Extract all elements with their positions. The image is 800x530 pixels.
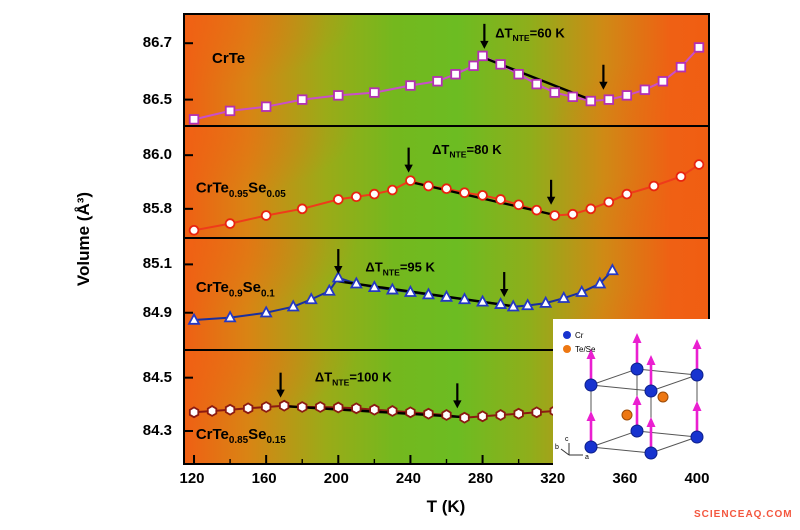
x-tick-label: 320: [540, 470, 566, 487]
crystal-structure-inset: Cr Te/Se: [553, 319, 710, 465]
y-tick-label: 86.0: [142, 146, 172, 164]
x-tick-label: 280: [468, 470, 494, 487]
crystal-structure-drawing: Cr Te/Se: [555, 331, 704, 461]
y-tick-label: 84.5: [142, 368, 172, 386]
data-points: [187, 263, 619, 325]
data-points: [188, 399, 560, 424]
data-points: [188, 42, 705, 125]
x-tick-label: 160: [251, 470, 277, 487]
legend-tese-icon: [563, 345, 571, 353]
y-axis-label: Volume (Å³): [74, 191, 93, 287]
spin-arrows: [586, 333, 702, 447]
delta-tnte-label: ΔTNTE=60 K: [495, 26, 565, 44]
x-tick-labels: 120 160 200 240 280 320 360 400: [179, 470, 710, 490]
axis-a-label: a: [585, 454, 589, 461]
y-tick-label: 84.3: [142, 422, 172, 439]
delta-tnte-label: ΔTNTE=80 K: [432, 142, 502, 160]
x-tick-label: 360: [612, 470, 638, 487]
watermark: SCIENCEAQ.COM: [694, 509, 793, 520]
panel-CrTe: ΔTNTE=60 K CrTe: [185, 15, 708, 127]
delta-tnte-label: ΔTNTE=100 K: [315, 370, 392, 388]
delta-tnte-label: ΔTNTE=95 K: [365, 260, 435, 278]
y-tick-label: 84.9: [142, 303, 172, 321]
cr-atoms: [584, 362, 704, 460]
legend-cr-label: Cr: [575, 331, 584, 340]
y-tick-label: 86.7: [142, 34, 172, 52]
x-tick-label: 240: [395, 470, 421, 487]
y-tick-labels: 86.7 86.5 86.0 85.8 85.1 84.9 84.5 84.3: [118, 0, 178, 465]
x-tick-label: 400: [684, 470, 710, 487]
nte-boundary-arrows: [480, 23, 608, 90]
legend-cr-icon: [563, 331, 571, 339]
y-tick-label: 86.5: [142, 90, 172, 108]
x-tick-label: 200: [323, 470, 349, 487]
axis-triad: [560, 443, 583, 456]
x-tick-label: 120: [179, 470, 205, 487]
tese-atoms: [621, 391, 669, 421]
nte-boundary-arrows: [334, 249, 509, 298]
compound-label: CrTe0.85Se0.15: [196, 426, 286, 446]
axis-c-label: c: [565, 436, 569, 443]
y-tick-label: 85.1: [142, 255, 172, 273]
legend-tese-label: Te/Se: [575, 345, 596, 354]
nte-boundary-arrows: [404, 147, 556, 205]
compound-label: CrTe: [212, 50, 245, 67]
compound-label: CrTe0.95Se0.05: [196, 180, 286, 200]
x-axis-label: T (K): [426, 497, 466, 516]
axis-b-label: b: [555, 444, 559, 451]
compound-label: CrTe0.9Se0.1: [196, 279, 275, 299]
nte-boundary-arrows: [276, 372, 462, 409]
y-tick-label: 85.8: [142, 199, 172, 217]
data-points: [188, 159, 705, 236]
unit-cell-edges: [590, 368, 698, 454]
panel-CrTe0.95Se0.05: ΔTNTE=80 K CrTe0.95Se0.05: [185, 127, 708, 239]
